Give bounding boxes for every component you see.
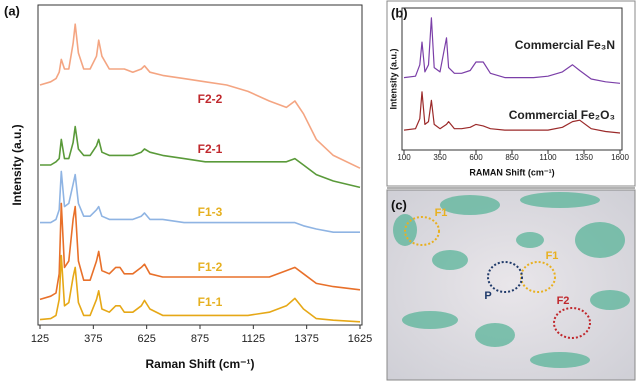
spectrum-line — [403, 91, 621, 134]
y-axis-label: Intensity (a.u.) — [388, 48, 398, 109]
annotation: F1 — [546, 250, 559, 262]
y-axis-label: Intensity (a.u.) — [10, 124, 24, 205]
marker-circle — [553, 307, 591, 339]
x-tick-label: 100 — [397, 153, 411, 162]
x-tick-label: 350 — [433, 153, 447, 162]
series-label: Commercial Fe₂O₃ — [509, 108, 615, 122]
series-label: F1-3 — [198, 205, 223, 219]
series-label: F2-1 — [198, 142, 223, 156]
x-tick-label: 1625 — [348, 333, 372, 345]
marker-circle — [487, 261, 523, 293]
annotation: F2 — [557, 295, 570, 307]
spectrum-line — [39, 23, 361, 169]
x-axis-label: RAMAN Shift (cm⁻¹) — [469, 167, 554, 177]
x-tick-label: 625 — [137, 333, 155, 345]
marker-circle — [404, 216, 440, 246]
annotation: F1 — [435, 207, 448, 219]
annotation: P — [484, 290, 491, 302]
series-label: Commercial Fe₃N — [515, 38, 615, 52]
x-tick-label: 600 — [469, 153, 483, 162]
series-label: F2-2 — [198, 92, 223, 106]
panel-label: (a) — [4, 3, 20, 18]
x-tick-label: 1125 — [242, 333, 266, 345]
series-label: F1-2 — [198, 260, 223, 274]
panel-label: (c) — [391, 197, 407, 212]
spectrum-line — [403, 17, 621, 84]
micrograph — [386, 189, 636, 381]
x-tick-label: 1600 — [611, 153, 629, 162]
x-tick-label: 375 — [84, 333, 102, 345]
spectrum-line — [40, 170, 360, 233]
crystals — [393, 192, 630, 368]
x-tick-label: 875 — [191, 333, 209, 345]
spectrum-line — [40, 125, 361, 189]
x-tick-label: 125 — [31, 333, 49, 345]
spectrum-line — [39, 254, 361, 323]
x-tick-label: 1350 — [575, 153, 593, 162]
series-label: F1-1 — [198, 295, 223, 309]
spectrum-line — [39, 202, 361, 301]
x-tick-label: 1100 — [539, 153, 557, 162]
x-tick-label: 850 — [505, 153, 519, 162]
panel-label: (b) — [391, 5, 408, 20]
x-tick-label: 1375 — [294, 333, 318, 345]
x-axis-label: Raman Shift (cm⁻¹) — [145, 357, 254, 371]
panel-b-border — [386, 0, 636, 187]
